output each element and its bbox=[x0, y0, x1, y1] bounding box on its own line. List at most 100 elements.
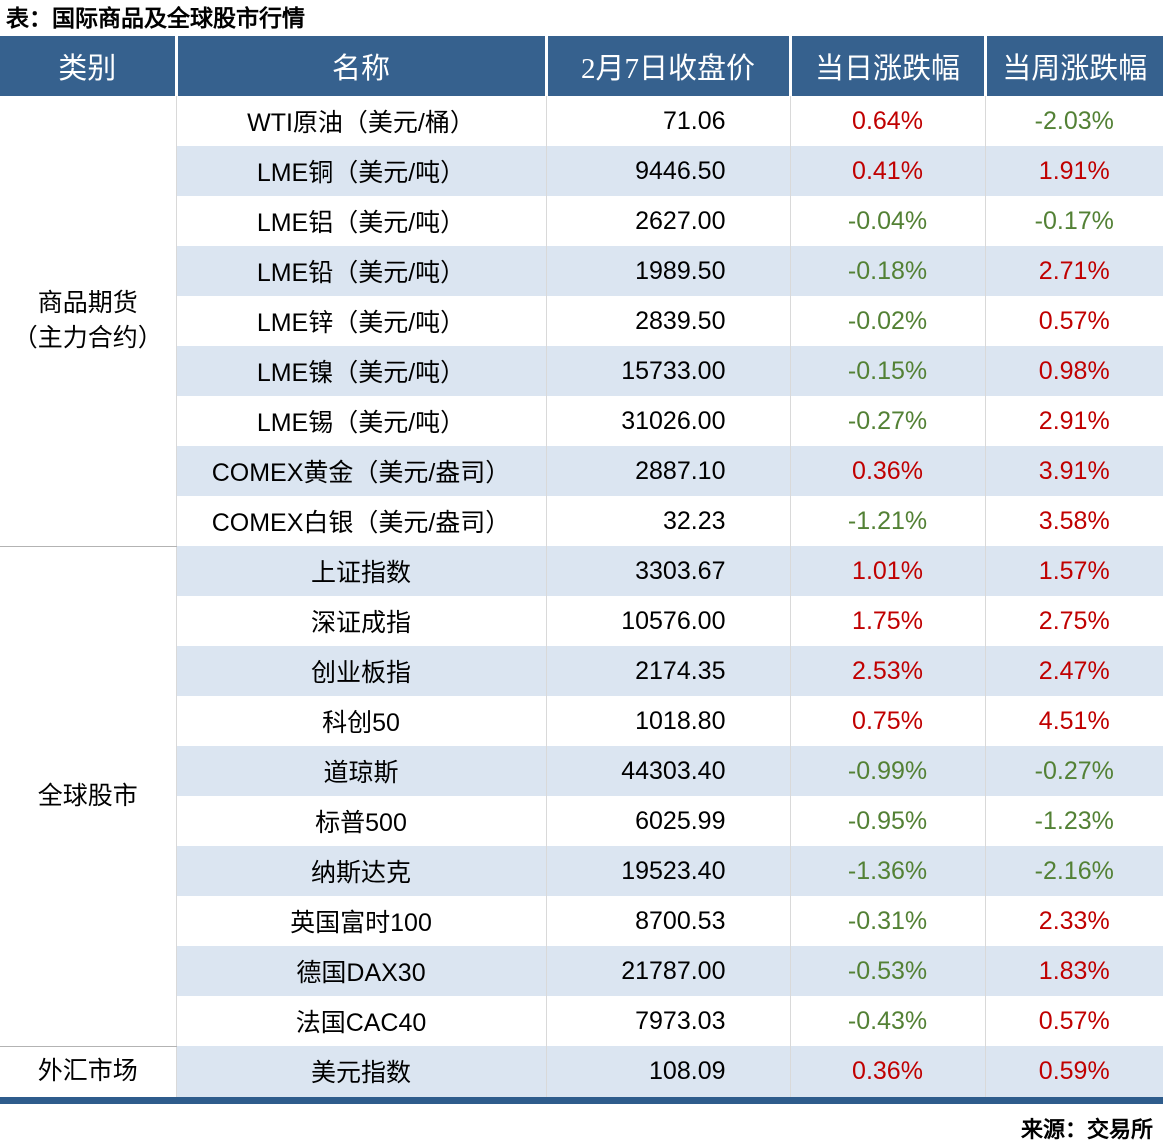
table-row: 纳斯达克 19523.40 -1.36% -2.16% bbox=[0, 846, 1163, 896]
name-cell: 德国DAX30 bbox=[175, 946, 546, 996]
weekly-change-cell: 0.57% bbox=[984, 296, 1163, 346]
weekly-change-cell: -2.03% bbox=[984, 96, 1163, 146]
name-cell: LME铝（美元/吨） bbox=[175, 196, 546, 246]
category-cell: 商品期货 （主力合约） bbox=[0, 96, 176, 547]
daily-change-cell: -0.18% bbox=[789, 246, 985, 296]
daily-change-cell: -0.43% bbox=[789, 996, 985, 1046]
weekly-change-cell: 2.33% bbox=[984, 896, 1163, 946]
daily-change-cell: -0.15% bbox=[789, 346, 985, 396]
close-price-cell: 6025.99 bbox=[545, 796, 790, 846]
column-header-weekly-change: 当周涨跌幅 bbox=[983, 36, 1163, 96]
close-price-cell: 31026.00 bbox=[545, 396, 790, 446]
table-row: 法国CAC40 7973.03 -0.43% 0.57% bbox=[0, 996, 1163, 1046]
table-row: LME镍（美元/吨） 15733.00 -0.15% 0.98% bbox=[0, 346, 1163, 396]
category-cell: 外汇市场 bbox=[0, 1046, 176, 1101]
weekly-change-cell: 2.47% bbox=[984, 646, 1163, 696]
name-cell: 标普500 bbox=[175, 796, 546, 846]
weekly-change-cell: 1.83% bbox=[984, 946, 1163, 996]
table-row: LME铜（美元/吨） 9446.50 0.41% 1.91% bbox=[0, 146, 1163, 196]
name-cell: 深证成指 bbox=[175, 596, 546, 646]
table-title: 表：国际商品及全球股市行情 bbox=[6, 5, 305, 31]
table-row: 深证成指 10576.00 1.75% 2.75% bbox=[0, 596, 1163, 646]
daily-change-cell: 0.64% bbox=[789, 96, 985, 146]
daily-change-cell: 0.36% bbox=[789, 446, 985, 496]
close-price-cell: 44303.40 bbox=[545, 746, 790, 796]
column-header-name: 名称 bbox=[174, 36, 546, 96]
name-cell: 道琼斯 bbox=[175, 746, 546, 796]
column-header-close-price: 2月7日收盘价 bbox=[544, 36, 790, 96]
name-cell: 上证指数 bbox=[175, 546, 546, 596]
daily-change-cell: 0.75% bbox=[789, 696, 985, 746]
table-row: 科创50 1018.80 0.75% 4.51% bbox=[0, 696, 1163, 746]
name-cell: LME铜（美元/吨） bbox=[175, 146, 546, 196]
table-row: 外汇市场 美元指数 108.09 0.36% 0.59% bbox=[0, 1046, 1163, 1101]
daily-change-cell: 2.53% bbox=[789, 646, 985, 696]
name-cell: LME铅（美元/吨） bbox=[175, 246, 546, 296]
name-cell: LME锡（美元/吨） bbox=[175, 396, 546, 446]
table-row: LME锌（美元/吨） 2839.50 -0.02% 0.57% bbox=[0, 296, 1163, 346]
weekly-change-cell: -1.23% bbox=[984, 796, 1163, 846]
table-row: COMEX黄金（美元/盎司） 2887.10 0.36% 3.91% bbox=[0, 446, 1163, 496]
close-price-cell: 9446.50 bbox=[545, 146, 790, 196]
close-price-cell: 2839.50 bbox=[545, 296, 790, 346]
weekly-change-cell: 0.57% bbox=[984, 996, 1163, 1046]
market-table: 类别 名称 2月7日收盘价 当日涨跌幅 当周涨跌幅 商品期货 （主力合约） WTI原… bbox=[0, 36, 1163, 1104]
table-row: 商品期货 （主力合约） WTI原油（美元/桶） 71.06 0.64% -2.03% bbox=[0, 96, 1163, 547]
close-price-cell: 3303.67 bbox=[545, 546, 790, 596]
weekly-change-cell: 2.71% bbox=[984, 246, 1163, 296]
table-row: 创业板指 2174.35 2.53% 2.47% bbox=[0, 646, 1163, 696]
table-row: 标普500 6025.99 -0.95% -1.23% bbox=[0, 796, 1163, 846]
close-price-cell: 8700.53 bbox=[545, 896, 790, 946]
daily-change-cell: -0.31% bbox=[789, 896, 985, 946]
daily-change-cell: -0.99% bbox=[789, 746, 985, 796]
close-price-cell: 1018.80 bbox=[545, 696, 790, 746]
header-row: 类别 名称 2月7日收盘价 当日涨跌幅 当周涨跌幅 bbox=[0, 36, 1163, 96]
weekly-change-cell: -0.27% bbox=[984, 746, 1163, 796]
daily-change-cell: -0.95% bbox=[789, 796, 985, 846]
close-price-cell: 2887.10 bbox=[545, 446, 790, 496]
column-header-daily-change: 当日涨跌幅 bbox=[788, 36, 985, 96]
table-row: LME铅（美元/吨） 1989.50 -0.18% 2.71% bbox=[0, 246, 1163, 296]
weekly-change-cell: -2.16% bbox=[984, 846, 1163, 896]
table-row: COMEX白银（美元/盎司） 32.23 -1.21% 3.58% bbox=[0, 496, 1163, 546]
close-price-cell: 7973.03 bbox=[545, 996, 790, 1046]
column-header-category: 类别 bbox=[0, 36, 176, 96]
daily-change-cell: 0.36% bbox=[789, 1046, 985, 1100]
name-cell: 法国CAC40 bbox=[175, 996, 546, 1046]
name-cell: COMEX黄金（美元/盎司） bbox=[175, 446, 546, 496]
daily-change-cell: 0.41% bbox=[789, 146, 985, 196]
close-price-cell: 32.23 bbox=[545, 496, 790, 546]
table-row: 道琼斯 44303.40 -0.99% -0.27% bbox=[0, 746, 1163, 796]
daily-change-cell: -0.04% bbox=[789, 196, 985, 246]
weekly-change-cell: 1.57% bbox=[984, 546, 1163, 596]
name-cell: WTI原油（美元/桶） bbox=[175, 96, 546, 146]
daily-change-cell: -1.36% bbox=[789, 846, 985, 896]
table-row: LME锡（美元/吨） 31026.00 -0.27% 2.91% bbox=[0, 396, 1163, 446]
close-price-cell: 21787.00 bbox=[545, 946, 790, 996]
close-price-cell: 19523.40 bbox=[545, 846, 790, 896]
daily-change-cell: 1.75% bbox=[789, 596, 985, 646]
close-price-cell: 2627.00 bbox=[545, 196, 790, 246]
name-cell: 纳斯达克 bbox=[175, 846, 546, 896]
table-row: 英国富时100 8700.53 -0.31% 2.33% bbox=[0, 896, 1163, 946]
close-price-cell: 15733.00 bbox=[545, 346, 790, 396]
daily-change-cell: -0.02% bbox=[789, 296, 985, 346]
weekly-change-cell: -0.17% bbox=[984, 196, 1163, 246]
daily-change-cell: -0.27% bbox=[789, 396, 985, 446]
close-price-cell: 71.06 bbox=[545, 96, 790, 146]
name-cell: COMEX白银（美元/盎司） bbox=[175, 496, 546, 546]
table-row: 全球股市 上证指数 3303.67 1.01% 1.57% bbox=[0, 546, 1163, 1047]
table-header: 类别 名称 2月7日收盘价 当日涨跌幅 当周涨跌幅 bbox=[0, 36, 1163, 96]
weekly-change-cell: 2.91% bbox=[984, 396, 1163, 446]
weekly-change-cell: 3.58% bbox=[984, 496, 1163, 546]
weekly-change-cell: 4.51% bbox=[984, 696, 1163, 746]
weekly-change-cell: 0.59% bbox=[984, 1046, 1163, 1100]
close-price-cell: 2174.35 bbox=[545, 646, 790, 696]
weekly-change-cell: 3.91% bbox=[984, 446, 1163, 496]
weekly-change-cell: 2.75% bbox=[984, 596, 1163, 646]
close-price-cell: 10576.00 bbox=[545, 596, 790, 646]
source-note: 来源：交易所 bbox=[1020, 1116, 1153, 1142]
daily-change-cell: -1.21% bbox=[789, 496, 985, 546]
weekly-change-cell: 0.98% bbox=[984, 346, 1163, 396]
name-cell: 美元指数 bbox=[175, 1046, 546, 1100]
